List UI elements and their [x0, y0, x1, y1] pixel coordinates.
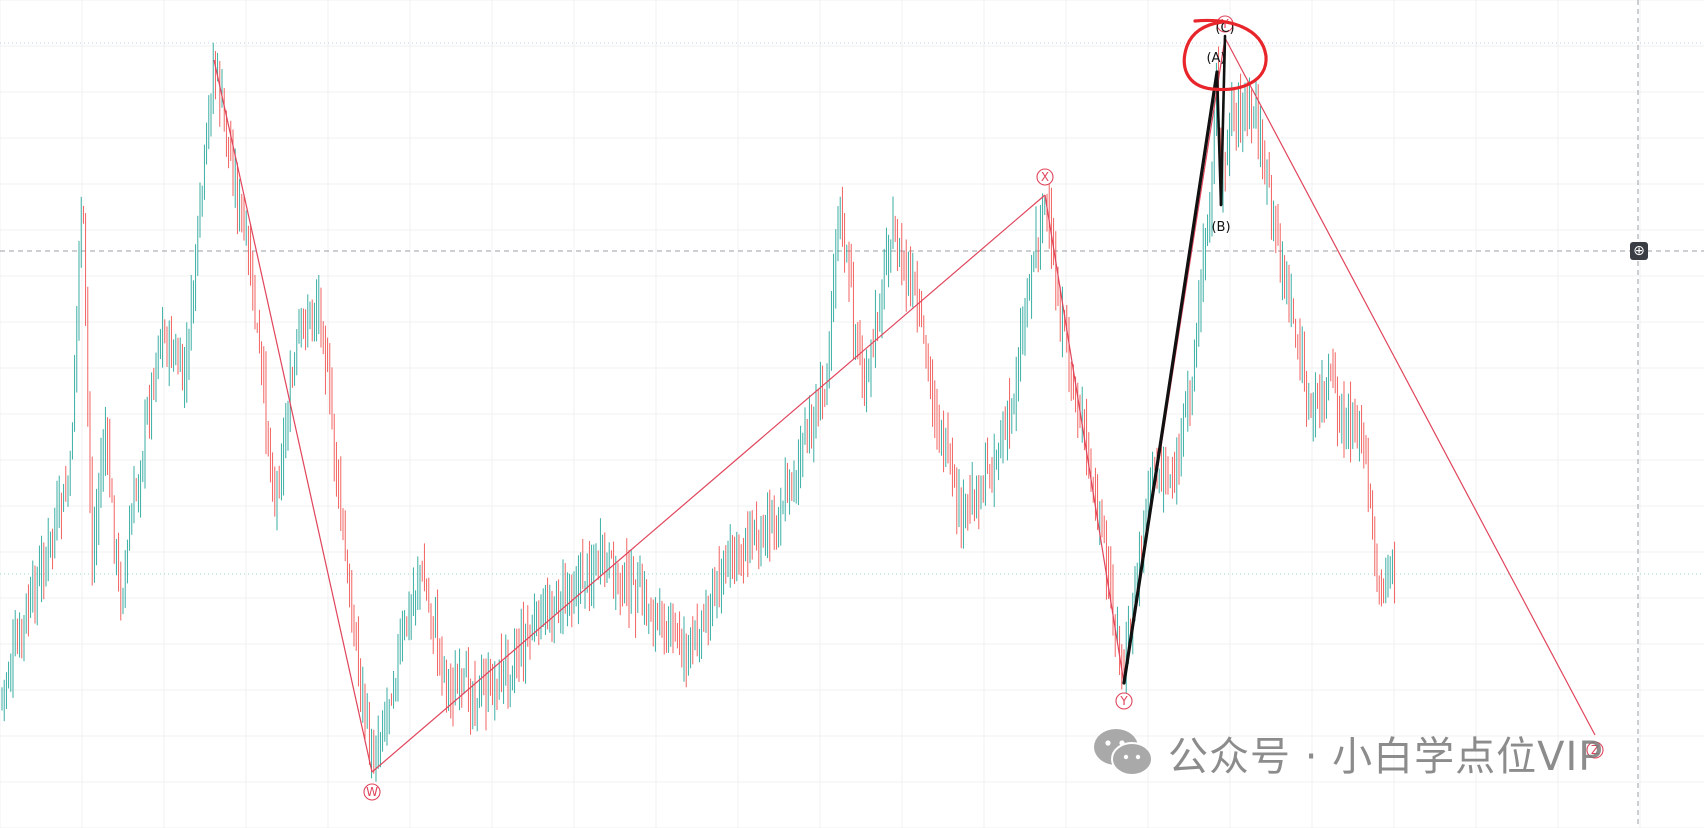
- svg-text:Z: Z: [1591, 743, 1599, 757]
- svg-text:W: W: [366, 785, 378, 799]
- wave-segment[interactable]: [371, 194, 1046, 773]
- svg-text:Y: Y: [1119, 694, 1128, 708]
- abc-label: (A): [1206, 51, 1225, 66]
- wave-label-x: X: [1036, 168, 1054, 186]
- abc-segment[interactable]: [1122, 70, 1219, 685]
- wave-labels: W X Y Y Z (A) (B) (C): [363, 15, 1604, 801]
- wave-label-y: Y: [1115, 692, 1133, 710]
- wave-segment[interactable]: [1044, 194, 1125, 684]
- watermark: 公众号 · 小白学点位VIP: [1092, 724, 1603, 782]
- watermark-text: 公众号 · 小白学点位VIP: [1168, 734, 1604, 780]
- svg-text:X: X: [1041, 170, 1049, 184]
- abc-label: (C): [1215, 21, 1234, 36]
- crosshair-icon[interactable]: ⊕: [1630, 242, 1648, 260]
- wave-segment[interactable]: [1224, 37, 1596, 736]
- abc-label: (B): [1211, 220, 1230, 235]
- svg-text:Y: Y: [1220, 17, 1229, 31]
- abc-lines[interactable]: [1122, 34, 1227, 685]
- highlight-circle-stroke: [1182, 18, 1268, 92]
- wave-lines[interactable]: [213, 37, 1596, 773]
- wechat-icon: [1092, 727, 1154, 779]
- wave-segment[interactable]: [213, 59, 373, 773]
- wave-label-w: W: [363, 783, 381, 801]
- highlight-circle: [1182, 18, 1268, 92]
- wave-label-z: Z: [1586, 741, 1604, 759]
- candlesticks: [1, 42, 1396, 782]
- abc-segment[interactable]: [1219, 34, 1227, 207]
